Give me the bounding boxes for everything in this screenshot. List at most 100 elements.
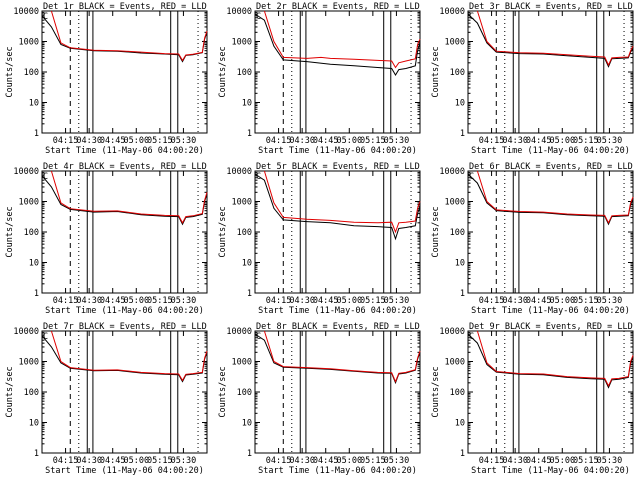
series-line-events xyxy=(254,13,421,76)
y-tick-label: 1000 xyxy=(19,358,39,368)
x-tick-label: 05:00 xyxy=(336,456,362,466)
x-axis-label: Start Time (11-May-06 04:00:20) xyxy=(471,146,630,156)
x-tick-label: 05:15 xyxy=(360,136,386,146)
chart-svg: Det 3r BLACK = Events, RED = LLDC1101001… xyxy=(431,2,634,156)
x-tick-label: 05:30 xyxy=(171,296,197,306)
y-tick-label: 10000 xyxy=(439,327,465,337)
x-tick-label: 04:15 xyxy=(266,456,292,466)
series-line-events xyxy=(467,13,634,68)
legend-glyph: C xyxy=(43,332,48,342)
x-tick-label: 05:15 xyxy=(147,456,173,466)
x-tick-label: 04:30 xyxy=(289,456,315,466)
plot-frame xyxy=(467,330,634,454)
x-tick-label: 04:15 xyxy=(53,296,79,306)
y-tick-label: 100 xyxy=(450,228,465,238)
x-tick-label: 05:15 xyxy=(147,136,173,146)
y-axis-label: Counts/sec xyxy=(218,206,228,257)
x-tick-label: 05:15 xyxy=(360,296,386,306)
y-tick-label: 10000 xyxy=(226,7,252,17)
chart-title: Det 7r BLACK = Events, RED = LLD xyxy=(43,322,207,332)
series-line-lld xyxy=(476,330,634,387)
x-tick-label: 04:15 xyxy=(266,136,292,146)
y-tick-label: 10000 xyxy=(13,167,39,177)
plot-frame xyxy=(41,330,208,454)
x-tick-label: 04:45 xyxy=(313,136,339,146)
x-tick-label: 04:45 xyxy=(100,136,126,146)
x-tick-label: 04:15 xyxy=(479,136,505,146)
y-axis-label: Counts/sec xyxy=(431,206,441,257)
x-tick-label: 05:15 xyxy=(360,456,386,466)
x-tick-label: 04:15 xyxy=(479,456,505,466)
x-tick-label: 05:00 xyxy=(549,296,575,306)
plot-frame xyxy=(41,170,208,294)
chart-title: Det 2r BLACK = Events, RED = LLD xyxy=(256,2,420,12)
y-tick-label: 1 xyxy=(460,289,465,299)
x-tick-label: 05:30 xyxy=(597,296,623,306)
chart-title: Det 6r BLACK = Events, RED = LLD xyxy=(469,162,633,172)
series-line-events xyxy=(41,335,208,383)
chart-title: Det 5r BLACK = Events, RED = LLD xyxy=(256,162,420,172)
series-line-events xyxy=(254,173,421,241)
x-tick-label: 05:15 xyxy=(573,136,599,146)
x-tick-label: 05:30 xyxy=(597,456,623,466)
x-tick-label: 04:15 xyxy=(266,296,292,306)
y-axis-label: Counts/sec xyxy=(218,366,228,417)
legend-glyph: C xyxy=(256,172,261,182)
x-tick-label: 04:30 xyxy=(76,136,102,146)
y-tick-label: 1 xyxy=(460,129,465,139)
detector-panel-4: Det 4r BLACK = Events, RED = LLD C 1 10 100 1… xyxy=(0,160,213,320)
x-tick-label: 05:00 xyxy=(123,296,149,306)
y-tick-label: 10 xyxy=(455,259,465,269)
x-tick-label: 05:30 xyxy=(384,136,410,146)
detector-panel-7: Det 7r BLACK = Events, RED = LLD C 1 10 100 1… xyxy=(0,320,213,480)
x-tick-label: 04:45 xyxy=(526,456,552,466)
y-tick-label: 10 xyxy=(29,419,39,429)
y-tick-label: 10000 xyxy=(226,167,252,177)
x-tick-label: 04:45 xyxy=(313,296,339,306)
x-tick-label: 05:00 xyxy=(123,136,149,146)
legend-glyph: C xyxy=(43,12,48,22)
plot-frame xyxy=(41,10,208,134)
y-tick-label: 10 xyxy=(29,259,39,269)
x-tick-label: 04:30 xyxy=(502,296,528,306)
y-tick-label: 10000 xyxy=(226,327,252,337)
y-tick-label: 1 xyxy=(34,449,39,459)
y-tick-label: 100 xyxy=(450,388,465,398)
y-tick-label: 1 xyxy=(247,449,252,459)
series-line-events xyxy=(254,333,421,385)
series-line-events xyxy=(467,173,634,226)
y-tick-label: 10000 xyxy=(13,7,39,17)
x-tick-label: 04:30 xyxy=(76,456,102,466)
x-tick-label: 05:15 xyxy=(573,456,599,466)
chart-svg: Det 9r BLACK = Events, RED = LLDC1101001… xyxy=(431,322,634,476)
x-tick-label: 05:30 xyxy=(384,296,410,306)
x-tick-label: 05:30 xyxy=(171,136,197,146)
y-tick-label: 1000 xyxy=(232,358,252,368)
y-tick-label: 1000 xyxy=(445,358,465,368)
series-line-events xyxy=(467,333,634,389)
y-tick-label: 1 xyxy=(34,289,39,299)
x-tick-label: 04:45 xyxy=(100,456,126,466)
x-tick-label: 05:00 xyxy=(549,136,575,146)
y-tick-label: 100 xyxy=(237,228,252,238)
y-tick-label: 100 xyxy=(237,68,252,78)
y-tick-label: 10 xyxy=(29,99,39,109)
x-axis-label: Start Time (11-May-06 04:00:20) xyxy=(45,306,204,316)
y-tick-label: 10 xyxy=(242,99,252,109)
x-axis-label: Start Time (11-May-06 04:00:20) xyxy=(45,146,204,156)
x-tick-label: 05:15 xyxy=(147,296,173,306)
y-tick-label: 10 xyxy=(242,419,252,429)
y-tick-label: 1 xyxy=(247,289,252,299)
series-line-lld xyxy=(476,170,634,224)
y-tick-label: 10 xyxy=(242,259,252,269)
plot-frame xyxy=(467,10,634,134)
series-line-events xyxy=(41,175,208,226)
series-line-lld xyxy=(476,10,634,67)
x-tick-label: 04:30 xyxy=(502,136,528,146)
series-line-lld xyxy=(50,10,208,62)
y-tick-label: 1000 xyxy=(19,198,39,208)
